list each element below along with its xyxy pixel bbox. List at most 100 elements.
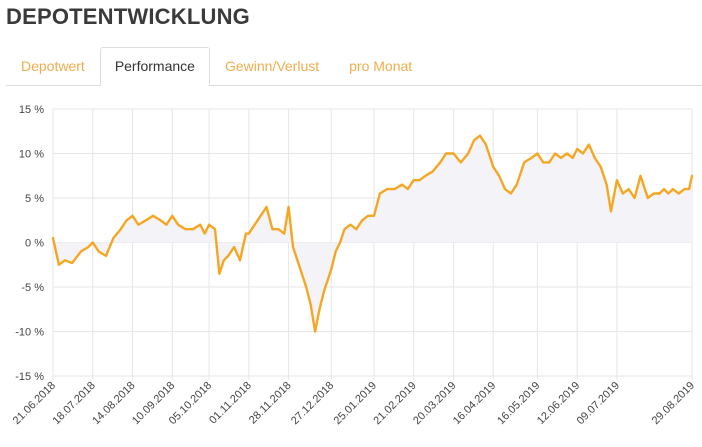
tab-performance[interactable]: Performance <box>99 47 210 86</box>
data-point <box>386 188 389 190</box>
data-point <box>239 259 241 262</box>
data-point <box>683 188 686 190</box>
data-point <box>510 192 512 195</box>
data-point <box>171 214 174 217</box>
data-point <box>208 223 211 226</box>
y-tick-label: 10 % <box>19 149 44 161</box>
data-point <box>292 246 294 248</box>
data-point <box>530 157 533 159</box>
data-point <box>165 223 168 226</box>
x-tick-label: 16.04.2019 <box>451 380 498 427</box>
data-point <box>305 286 308 288</box>
data-point <box>233 246 236 248</box>
y-tick-label: -5 % <box>21 282 44 294</box>
data-point <box>119 228 122 231</box>
data-point <box>105 255 107 257</box>
data-point <box>339 241 341 244</box>
data-point <box>439 161 442 164</box>
x-tick-label: 27.12.2018 <box>289 380 336 427</box>
data-point <box>542 161 545 164</box>
data-point <box>287 206 290 208</box>
data-point <box>515 183 518 186</box>
data-point <box>259 214 262 217</box>
data-point <box>393 188 396 190</box>
tab-gewinn-verlust[interactable]: Gewinn/Verlust <box>224 58 320 74</box>
data-point <box>663 188 665 190</box>
data-point <box>367 214 369 217</box>
data-point <box>58 263 60 266</box>
data-point <box>633 197 636 199</box>
data-point <box>355 228 358 231</box>
data-point <box>599 165 602 168</box>
data-point <box>152 214 155 217</box>
data-point <box>639 174 642 177</box>
data-point <box>222 259 225 262</box>
data-point <box>253 223 256 226</box>
data-point <box>97 250 100 253</box>
data-point <box>691 174 693 177</box>
chart-grid <box>52 108 693 380</box>
data-point <box>87 246 90 248</box>
y-tick-label: -15 % <box>15 371 44 383</box>
data-point <box>672 188 674 190</box>
data-point <box>334 250 337 253</box>
data-point <box>432 170 434 173</box>
data-point <box>621 192 624 195</box>
data-point <box>214 228 216 231</box>
data-point <box>452 152 455 155</box>
data-point <box>159 219 162 222</box>
performance-chart: 15 %10 %5 %0 %-5 %-10 %-15 %21.06.201818… <box>11 104 697 427</box>
data-point <box>652 192 655 195</box>
data-point <box>112 237 115 240</box>
data-point <box>406 188 409 190</box>
data-point <box>566 152 568 155</box>
page-title: DEPOTENTWICKLUNG <box>6 4 250 29</box>
data-point <box>300 272 303 275</box>
data-point <box>424 174 427 177</box>
data-point <box>131 214 134 217</box>
data-point <box>314 330 316 333</box>
data-point <box>667 192 670 195</box>
data-point <box>536 152 539 155</box>
series-area <box>53 135 692 332</box>
data-point <box>627 188 630 190</box>
x-tick-label: 28.11.2018 <box>247 380 294 427</box>
data-point <box>412 179 415 182</box>
data-point <box>63 259 66 262</box>
chart-axis-labels: 15 %10 %5 %0 %-5 %-10 %-15 %21.06.201818… <box>11 104 697 427</box>
data-point <box>616 179 618 182</box>
data-point <box>52 237 54 240</box>
data-point <box>504 188 506 190</box>
data-point <box>658 192 661 195</box>
data-point <box>125 219 128 222</box>
data-point <box>137 223 140 226</box>
data-point <box>361 219 364 222</box>
data-point <box>554 152 556 155</box>
tab-pro-monat[interactable]: pro Monat <box>349 58 413 74</box>
data-point <box>548 161 551 164</box>
data-point <box>688 188 690 190</box>
data-point <box>582 152 584 155</box>
data-point <box>199 223 202 226</box>
y-tick-label: 5 % <box>25 193 44 205</box>
y-tick-label: -10 % <box>15 327 44 339</box>
data-point <box>473 139 475 142</box>
data-point <box>479 134 481 137</box>
data-point <box>418 179 421 182</box>
data-point <box>283 232 286 235</box>
data-point <box>459 161 462 164</box>
data-point <box>485 143 487 146</box>
data-point <box>593 157 596 159</box>
data-point <box>343 228 346 231</box>
data-point <box>576 148 579 150</box>
y-tick-label: 15 % <box>19 104 44 116</box>
data-point <box>227 255 230 257</box>
series-line <box>51 134 694 333</box>
data-point <box>203 232 206 235</box>
data-point <box>177 223 180 226</box>
tab-depotwert[interactable]: Depotwert <box>21 58 85 74</box>
data-point <box>467 152 470 155</box>
data-point <box>379 192 381 195</box>
data-point <box>218 272 221 275</box>
data-point <box>560 157 562 159</box>
